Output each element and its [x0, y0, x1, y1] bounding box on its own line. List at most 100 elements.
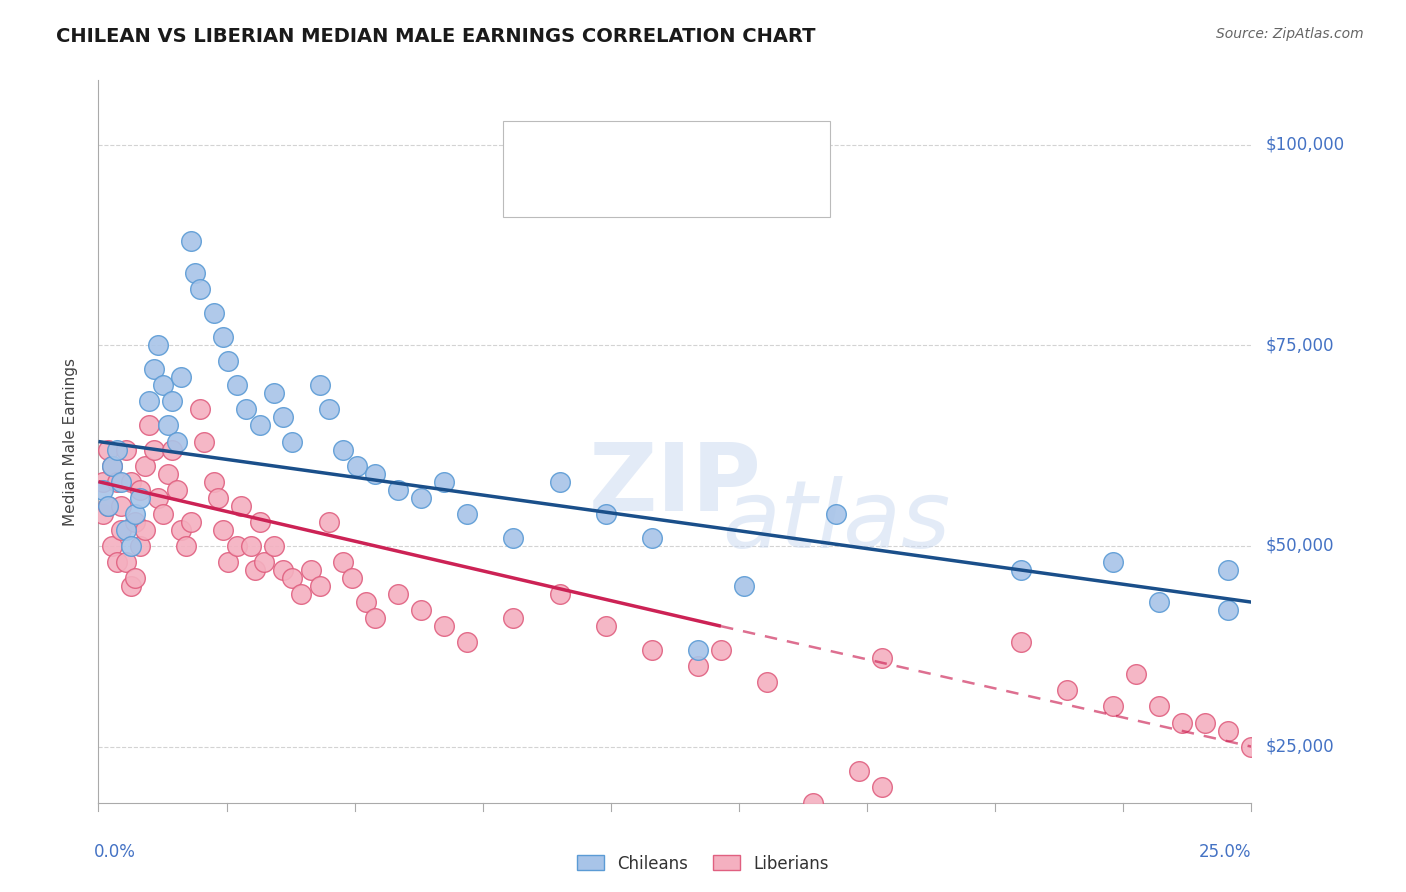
Point: [686, 659, 709, 673]
Text: ZIP: ZIP: [589, 439, 761, 531]
Point: [148, 338, 170, 352]
Point: [686, 643, 709, 657]
Point: [115, 523, 138, 537]
Point: [271, 563, 294, 577]
Point: [595, 619, 617, 633]
Point: [1010, 563, 1032, 577]
Point: [110, 499, 132, 513]
Point: [387, 587, 409, 601]
Point: [202, 306, 225, 320]
Point: [193, 434, 215, 449]
Text: -0.279: -0.279: [596, 136, 655, 153]
Point: [120, 539, 142, 553]
Point: [91, 483, 114, 497]
Text: N =: N =: [655, 177, 703, 194]
Point: [290, 587, 312, 601]
Point: [91, 475, 114, 489]
Point: [97, 442, 120, 457]
Point: [174, 539, 197, 553]
Point: [124, 515, 146, 529]
Point: [105, 555, 128, 569]
Text: $75,000: $75,000: [1265, 336, 1334, 354]
Point: [299, 563, 322, 577]
Point: [733, 579, 755, 593]
Point: [1240, 739, 1263, 754]
Point: [1125, 667, 1147, 681]
Point: [502, 531, 524, 545]
Point: [142, 362, 165, 376]
Point: [1218, 603, 1240, 617]
Point: [332, 555, 354, 569]
Text: N =: N =: [655, 136, 703, 153]
Point: [1010, 635, 1032, 649]
Point: [456, 635, 478, 649]
Point: [231, 499, 253, 513]
Point: [364, 467, 387, 481]
Point: [825, 507, 848, 521]
Text: R =: R =: [561, 136, 596, 153]
Point: [105, 475, 128, 489]
Point: [207, 491, 229, 505]
Point: [166, 483, 188, 497]
Point: [160, 442, 183, 457]
Point: [239, 539, 262, 553]
Point: [166, 434, 188, 449]
Point: [129, 483, 152, 497]
Point: [180, 515, 202, 529]
Point: [101, 458, 124, 473]
Point: [332, 442, 354, 457]
Point: [249, 515, 271, 529]
Text: 50: 50: [699, 136, 721, 153]
Point: [110, 523, 132, 537]
Point: [156, 467, 179, 481]
Point: [308, 579, 330, 593]
Point: [170, 523, 193, 537]
Point: [1218, 563, 1240, 577]
Point: [641, 643, 664, 657]
Point: [156, 418, 179, 433]
Point: [1147, 595, 1170, 609]
Point: [872, 651, 894, 665]
Point: [134, 458, 156, 473]
Point: [129, 539, 152, 553]
Point: [1102, 555, 1125, 569]
Point: [138, 394, 160, 409]
Point: [170, 370, 193, 384]
Point: [548, 587, 571, 601]
Point: [710, 643, 733, 657]
Point: [138, 418, 160, 433]
Text: R =: R =: [561, 177, 596, 194]
Point: [249, 418, 271, 433]
Point: [225, 539, 247, 553]
Point: [1218, 723, 1240, 738]
Text: Source: ZipAtlas.com: Source: ZipAtlas.com: [1216, 27, 1364, 41]
Point: [318, 515, 340, 529]
Point: [142, 442, 165, 457]
Point: [134, 523, 156, 537]
Point: [217, 555, 239, 569]
Point: [152, 378, 174, 392]
Point: [97, 499, 120, 513]
Point: [595, 507, 617, 521]
Point: [872, 780, 894, 794]
Point: [105, 442, 128, 457]
Point: [271, 410, 294, 425]
Point: [202, 475, 225, 489]
Point: [124, 571, 146, 585]
Point: [411, 603, 433, 617]
Point: [387, 483, 409, 497]
Point: [152, 507, 174, 521]
Point: [346, 458, 368, 473]
Point: [411, 491, 433, 505]
Point: [641, 531, 664, 545]
Point: [1147, 699, 1170, 714]
Point: [1171, 715, 1194, 730]
Text: $50,000: $50,000: [1265, 537, 1334, 555]
Point: [188, 402, 211, 417]
Point: [120, 579, 142, 593]
Point: [364, 611, 387, 625]
Point: [502, 611, 524, 625]
Point: [281, 571, 304, 585]
Text: -0.266: -0.266: [596, 177, 655, 194]
Text: atlas: atlas: [723, 475, 950, 566]
